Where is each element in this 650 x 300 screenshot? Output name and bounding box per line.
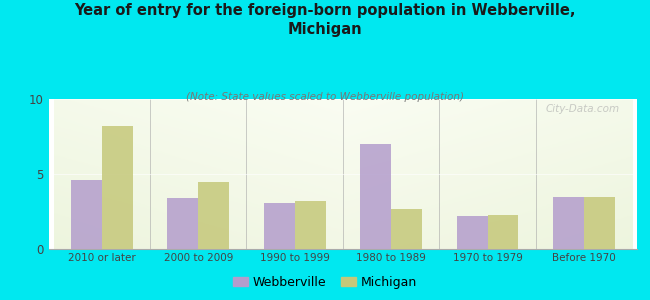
Bar — [198, 182, 229, 249]
Bar — [553, 196, 584, 249]
Text: City-Data.com: City-Data.com — [545, 103, 619, 113]
Bar — [360, 144, 391, 249]
Bar — [264, 202, 294, 249]
Bar — [488, 214, 519, 249]
Text: (Note: State values scaled to Webberville population): (Note: State values scaled to Webbervill… — [186, 92, 464, 101]
Bar — [102, 126, 133, 249]
Bar — [167, 198, 198, 249]
Legend: Webberville, Michigan: Webberville, Michigan — [227, 271, 422, 294]
Bar — [294, 201, 326, 249]
Bar — [584, 196, 615, 249]
Bar — [71, 180, 102, 249]
Bar — [391, 208, 422, 249]
Bar — [457, 216, 488, 249]
Text: Year of entry for the foreign-born population in Webberville,
Michigan: Year of entry for the foreign-born popul… — [74, 3, 576, 37]
